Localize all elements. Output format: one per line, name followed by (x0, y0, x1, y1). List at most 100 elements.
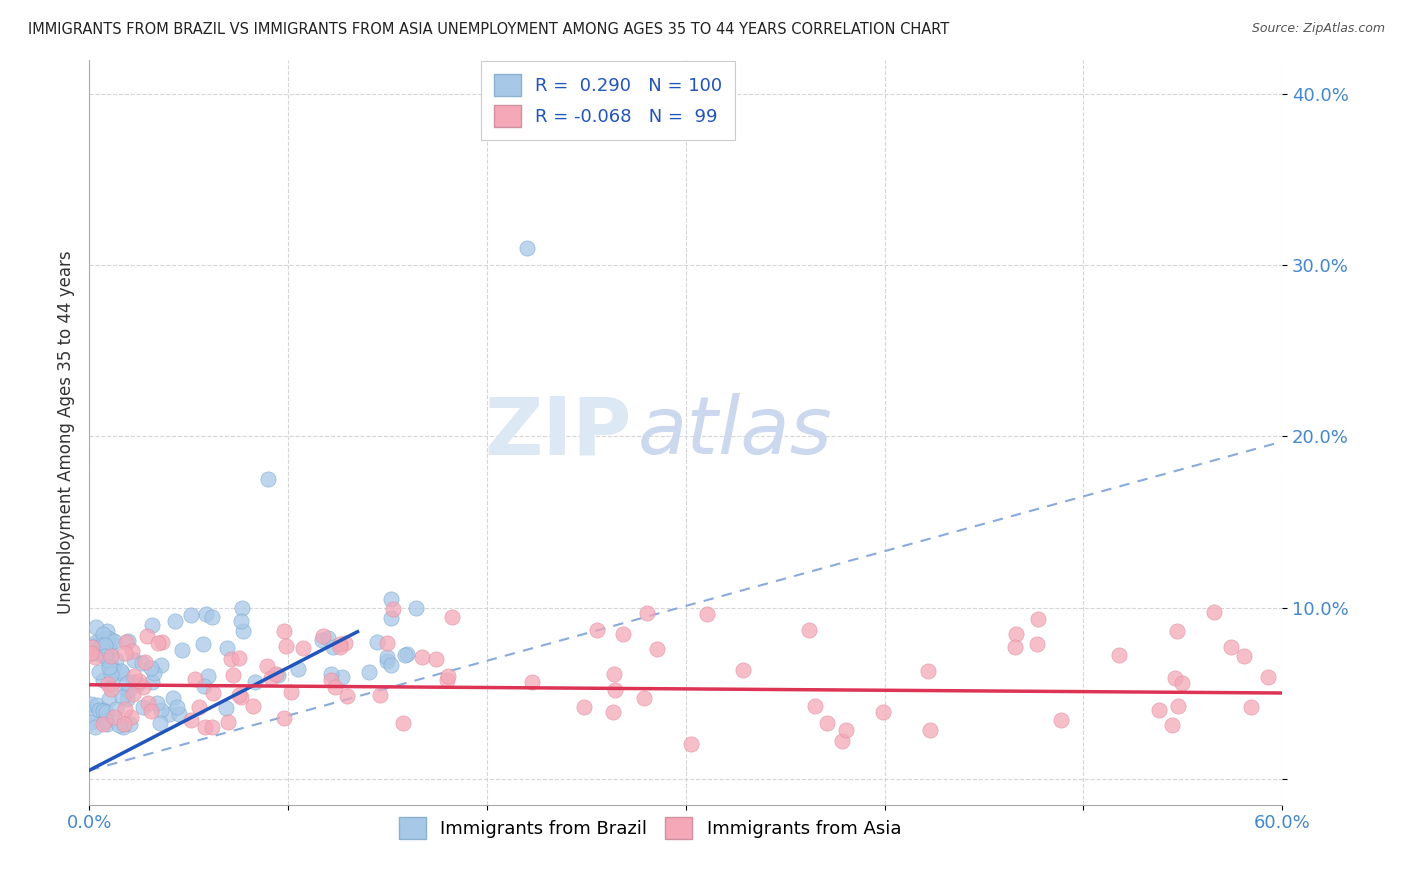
Point (366, 634, 388, 648)
Point (377, 649, 399, 664)
Point (520, 674, 543, 689)
Point (1026, 637, 1049, 651)
Point (228, 651, 250, 665)
Point (267, 667, 290, 681)
Point (89, 665, 111, 679)
Point (242, 698, 264, 713)
Point (1167, 698, 1189, 713)
Point (425, 652, 447, 666)
Point (380, 591, 402, 606)
Point (84, 650, 107, 665)
Point (436, 673, 458, 687)
Point (287, 662, 309, 676)
Point (276, 639, 298, 653)
Point (101, 661, 124, 675)
Point (323, 680, 346, 694)
Point (831, 734, 853, 748)
Point (217, 715, 239, 730)
Point (256, 659, 278, 673)
Point (120, 710, 142, 724)
Point (97, 639, 120, 653)
Point (1149, 703, 1171, 717)
Point (98, 659, 121, 673)
Point (111, 720, 134, 734)
Point (115, 635, 138, 649)
Point (166, 700, 188, 714)
Point (392, 715, 415, 730)
Point (1026, 613, 1049, 627)
Point (1050, 713, 1073, 727)
Point (280, 685, 302, 699)
Point (149, 703, 172, 717)
Point (121, 644, 143, 658)
Point (380, 610, 402, 624)
Point (134, 655, 156, 669)
Point (1160, 717, 1182, 731)
Point (136, 696, 159, 710)
Point (100, 666, 122, 681)
Point (229, 615, 252, 629)
Point (319, 673, 342, 688)
Point (114, 646, 136, 660)
Point (917, 664, 939, 678)
Point (395, 648, 418, 662)
Point (84, 720, 107, 734)
Point (96, 714, 118, 728)
Point (273, 624, 295, 639)
Point (127, 677, 149, 691)
Point (170, 642, 193, 657)
Point (197, 669, 219, 683)
Point (110, 664, 132, 678)
Point (132, 681, 155, 695)
Point (603, 683, 626, 698)
Point (215, 640, 238, 655)
Point (91, 704, 114, 718)
Point (679, 737, 702, 751)
Point (96, 652, 118, 666)
Point (122, 653, 145, 667)
Point (105, 702, 128, 716)
Point (257, 472, 280, 486)
Point (80, 640, 103, 655)
Point (574, 700, 596, 714)
Point (184, 672, 207, 686)
Point (100, 649, 122, 664)
Point (1240, 700, 1263, 714)
Point (645, 642, 668, 657)
Text: ZIP: ZIP (485, 393, 631, 471)
Point (80, 697, 103, 711)
Text: IMMIGRANTS FROM BRAZIL VS IMMIGRANTS FROM ASIA UNEMPLOYMENT AMONG AGES 35 TO 44 : IMMIGRANTS FROM BRAZIL VS IMMIGRANTS FRO… (28, 22, 949, 37)
Point (108, 718, 131, 732)
Point (201, 686, 224, 700)
Point (112, 716, 135, 731)
Point (636, 606, 658, 620)
Point (87, 703, 110, 717)
Point (200, 720, 222, 734)
Point (191, 637, 214, 651)
Point (91, 703, 114, 717)
Point (111, 690, 134, 704)
Point (117, 634, 139, 648)
Point (128, 674, 150, 689)
Point (797, 623, 820, 637)
Point (152, 635, 174, 649)
Point (322, 640, 344, 654)
Point (440, 610, 463, 624)
Point (118, 683, 141, 698)
Point (336, 689, 359, 703)
Point (329, 640, 352, 654)
Point (80, 646, 103, 660)
Point (1202, 605, 1225, 619)
Point (141, 675, 163, 690)
Point (633, 690, 655, 705)
Point (105, 653, 128, 667)
Point (201, 610, 224, 624)
Point (122, 669, 145, 683)
Point (375, 654, 398, 668)
Point (139, 704, 162, 718)
Point (80, 646, 103, 660)
Point (141, 618, 163, 632)
Point (232, 624, 254, 639)
Point (135, 629, 157, 643)
Point (375, 636, 398, 650)
